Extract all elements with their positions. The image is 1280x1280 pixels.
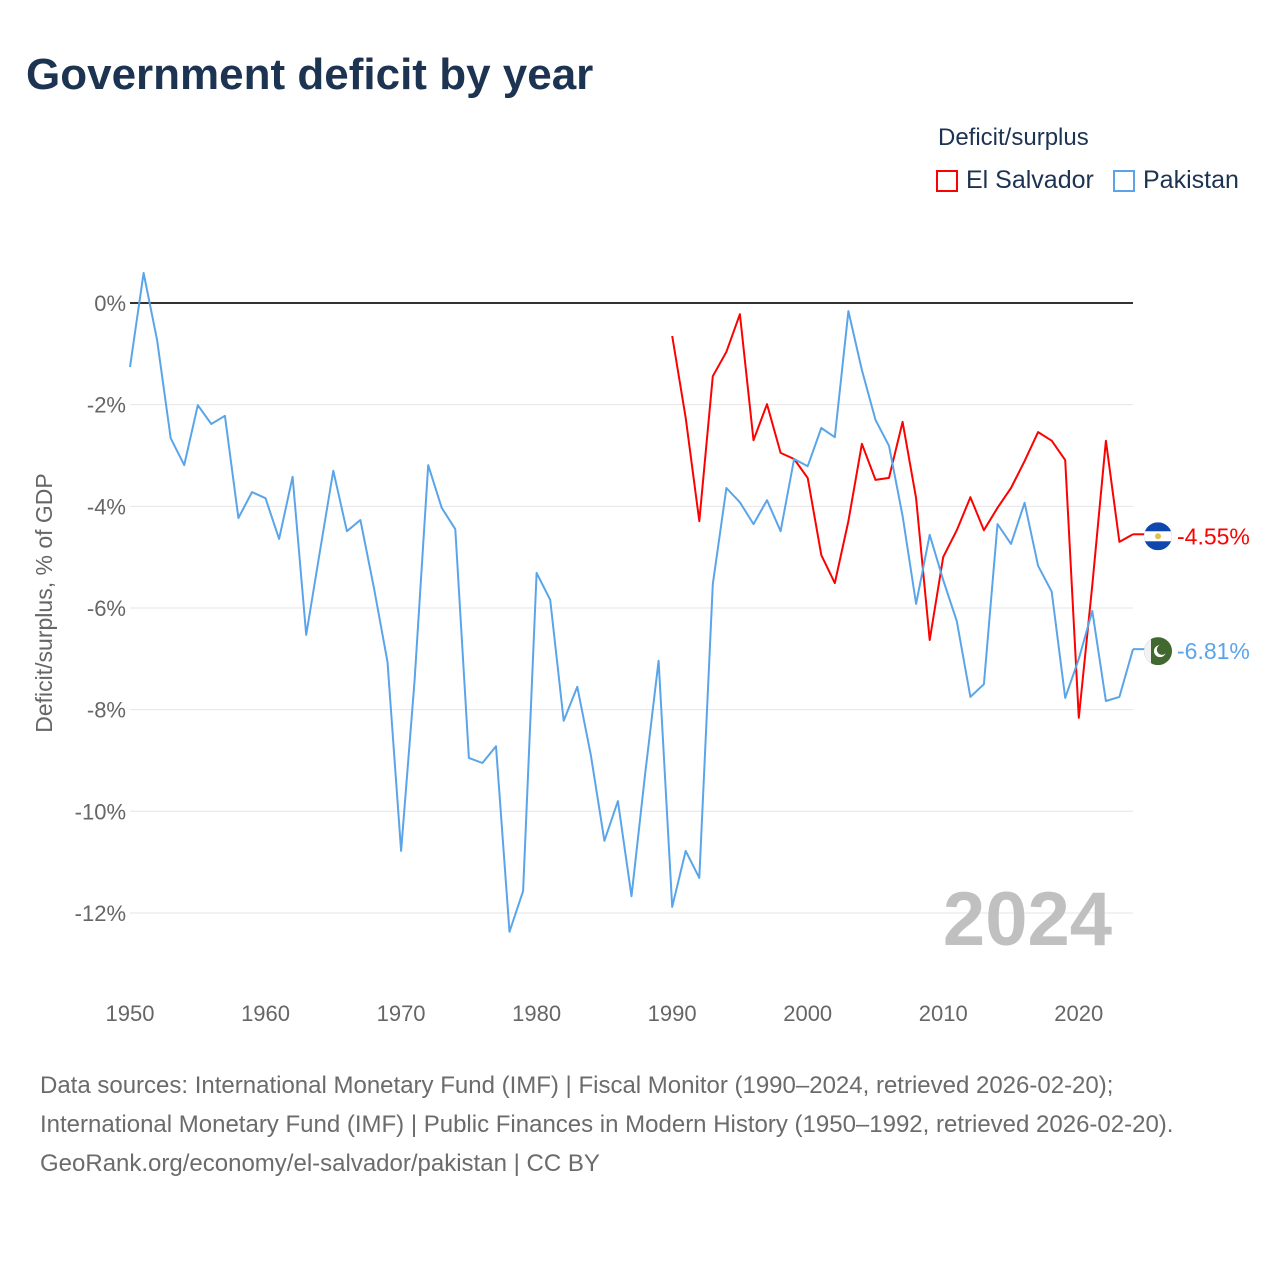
flag-body	[1144, 522, 1172, 551]
flag-emblem	[1155, 533, 1161, 540]
y-axis-label: Deficit/surplus, % of GDP	[31, 473, 57, 732]
y-tick-label: 0%	[94, 291, 126, 316]
legend-label: Pakistan	[1143, 166, 1239, 194]
y-tick-label: -6%	[87, 596, 126, 621]
x-tick-label: 2020	[1054, 1001, 1103, 1026]
series-line-el-salvador	[671, 313, 1134, 719]
legend-item-el-salvador[interactable]: El Salvador	[936, 166, 1094, 195]
end-value-label-el-salvador: -4.55%	[1177, 523, 1250, 549]
x-tick-label: 1970	[377, 1001, 426, 1026]
flag-body	[1144, 637, 1172, 666]
legend-label: El Salvador	[966, 166, 1094, 194]
end-value-label-pakistan: -6.81%	[1177, 638, 1250, 664]
el-salvador-flag-icon	[1144, 522, 1172, 551]
footer: Data sources: International Monetary Fun…	[40, 1066, 1240, 1183]
x-tick-label: 1980	[512, 1001, 561, 1026]
legend-item-pakistan[interactable]: Pakistan	[1113, 166, 1239, 195]
legend-swatch-pakistan	[1113, 169, 1135, 192]
data-sources: Data sources: International Monetary Fun…	[40, 1072, 1174, 1138]
y-tick-label: -12%	[75, 901, 126, 926]
flag-band	[1144, 637, 1151, 666]
credit-link[interactable]: GeoRank.org/economy/el-salvador/pakistan…	[40, 1150, 600, 1177]
x-tick-label: 1960	[241, 1001, 290, 1026]
chart-title: Government deficit by year	[26, 50, 594, 99]
flag-crescent-cut	[1156, 644, 1168, 655]
y-tick-label: -2%	[87, 393, 126, 418]
pakistan-flag-icon	[1144, 637, 1172, 666]
x-tick-label: 2010	[919, 1001, 968, 1026]
year-watermark: 2024	[943, 877, 1112, 962]
y-tick-label: -10%	[75, 799, 126, 824]
x-tick-label: 1950	[106, 1001, 155, 1026]
y-tick-label: -4%	[87, 494, 126, 519]
x-tick-label: 2000	[783, 1001, 832, 1026]
series-line-pakistan	[129, 272, 1134, 933]
x-tick-label: 1990	[648, 1001, 697, 1026]
legend-swatch-el-salvador	[936, 169, 958, 192]
y-tick-label: -8%	[87, 698, 126, 723]
legend-title: Deficit/surplus	[938, 124, 1089, 151]
